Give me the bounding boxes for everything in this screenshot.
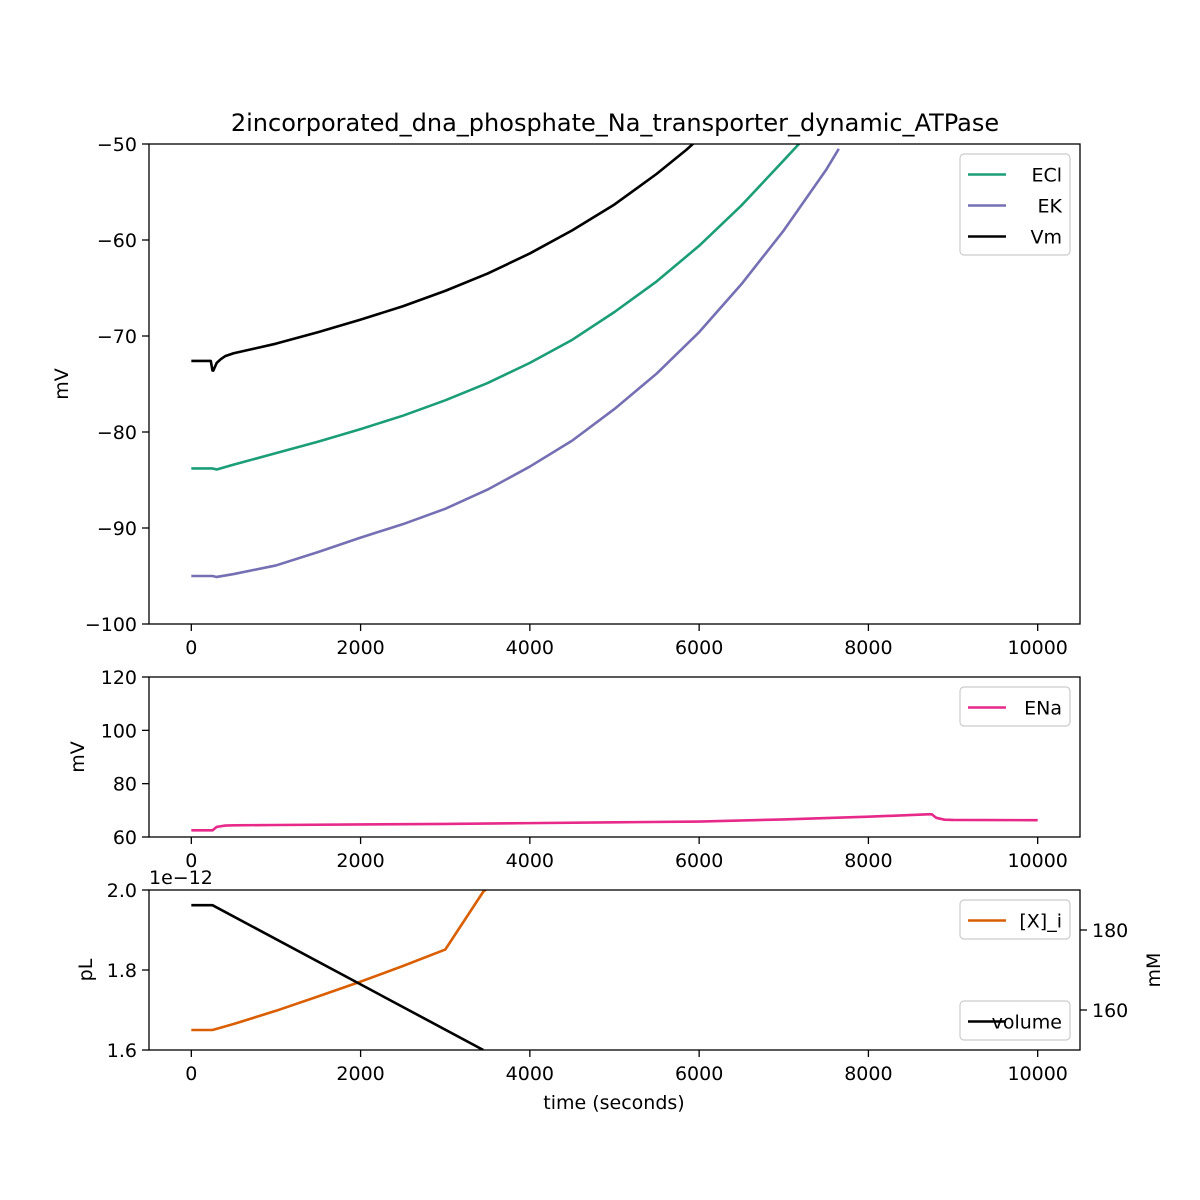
legend-box bbox=[959, 1000, 1071, 1041]
y-tick-label: 1.6 bbox=[107, 1040, 137, 1062]
y-axis-label-2: mV bbox=[67, 741, 89, 773]
x-tick-label: 4000 bbox=[506, 637, 554, 659]
axes-frame-2 bbox=[148, 676, 1081, 838]
x-tick-label: 2000 bbox=[336, 850, 384, 872]
legend-box bbox=[959, 153, 1071, 256]
x-tick-label: 6000 bbox=[675, 1063, 723, 1085]
x-tick-label: 10000 bbox=[1007, 850, 1067, 872]
legend-label: Vm bbox=[1030, 227, 1062, 249]
axes-frame-3 bbox=[148, 889, 1081, 1051]
chart-title: 2incorporated_dna_phosphate_Na_transport… bbox=[231, 109, 999, 137]
x-tick-label: 6000 bbox=[675, 637, 723, 659]
axes-frame-1 bbox=[148, 143, 1081, 625]
y-tick-label: 1.8 bbox=[107, 960, 137, 982]
y-axis-label-1: mV bbox=[51, 368, 73, 400]
x-tick-label: 10000 bbox=[1007, 1063, 1067, 1085]
y-tick-label-right: 160 bbox=[1092, 1000, 1128, 1022]
offset-text: 1e−12 bbox=[149, 867, 213, 889]
plot-area-3 bbox=[191, 890, 488, 1050]
series-line-ek bbox=[191, 148, 840, 579]
x-axis-label: time (seconds) bbox=[543, 1092, 684, 1114]
y-axis-label-3: pL bbox=[75, 958, 97, 981]
x-tick-label: 8000 bbox=[844, 637, 892, 659]
legend-2: ENa bbox=[959, 686, 1071, 727]
y-tick-label: −60 bbox=[97, 230, 137, 252]
plot-area-1 bbox=[191, 144, 840, 579]
legend-label: EK bbox=[1038, 196, 1063, 218]
x-tick-label: 0 bbox=[185, 1063, 197, 1085]
series-line-ena bbox=[191, 813, 1038, 832]
y-tick-label: −70 bbox=[97, 326, 137, 348]
x-tick-label: 4000 bbox=[506, 1063, 554, 1085]
legend-3-bottom: volume bbox=[959, 1000, 1071, 1041]
legend-1: ECl EK Vm bbox=[959, 153, 1071, 256]
x-tick-label: 8000 bbox=[844, 1063, 892, 1085]
legend-label: ECl bbox=[1031, 165, 1062, 187]
y-tick-label: 60 bbox=[113, 827, 137, 849]
x-tick-label: 6000 bbox=[675, 850, 723, 872]
y-tick-label: 2.0 bbox=[107, 880, 137, 902]
y-tick-label: −80 bbox=[97, 422, 137, 444]
series-line-ecl bbox=[191, 144, 801, 471]
legend-box bbox=[959, 686, 1071, 727]
y-tick-label: 120 bbox=[101, 667, 137, 689]
x-tick-label: 2000 bbox=[336, 1063, 384, 1085]
y-tick-label: −90 bbox=[97, 518, 137, 540]
plot-area-2 bbox=[191, 813, 1038, 832]
y-tick-label-right: 180 bbox=[1092, 920, 1128, 942]
x-tick-label: 10000 bbox=[1007, 637, 1067, 659]
legend-label: [X]_i bbox=[1019, 911, 1062, 933]
x-tick-label: 0 bbox=[185, 850, 197, 872]
series-line-vm bbox=[191, 144, 695, 372]
y-tick-label: 80 bbox=[113, 774, 137, 796]
x-tick-label: 4000 bbox=[506, 850, 554, 872]
x-tick-label: 0 bbox=[185, 637, 197, 659]
series-line-volume bbox=[191, 903, 484, 1050]
series-line--x-i bbox=[191, 890, 488, 1032]
legend-label: ENa bbox=[1024, 698, 1062, 720]
x-tick-label: 2000 bbox=[336, 637, 384, 659]
y-tick-label: 100 bbox=[101, 720, 137, 742]
y-axis-label-right: mM bbox=[1143, 953, 1165, 988]
x-tick-label: 8000 bbox=[844, 850, 892, 872]
legend-3-top: [X]_i bbox=[959, 899, 1071, 940]
legend-label: volume bbox=[992, 1012, 1062, 1034]
y-tick-label: −50 bbox=[97, 134, 137, 156]
legend-box bbox=[959, 899, 1071, 940]
y-tick-label: −100 bbox=[85, 614, 137, 636]
